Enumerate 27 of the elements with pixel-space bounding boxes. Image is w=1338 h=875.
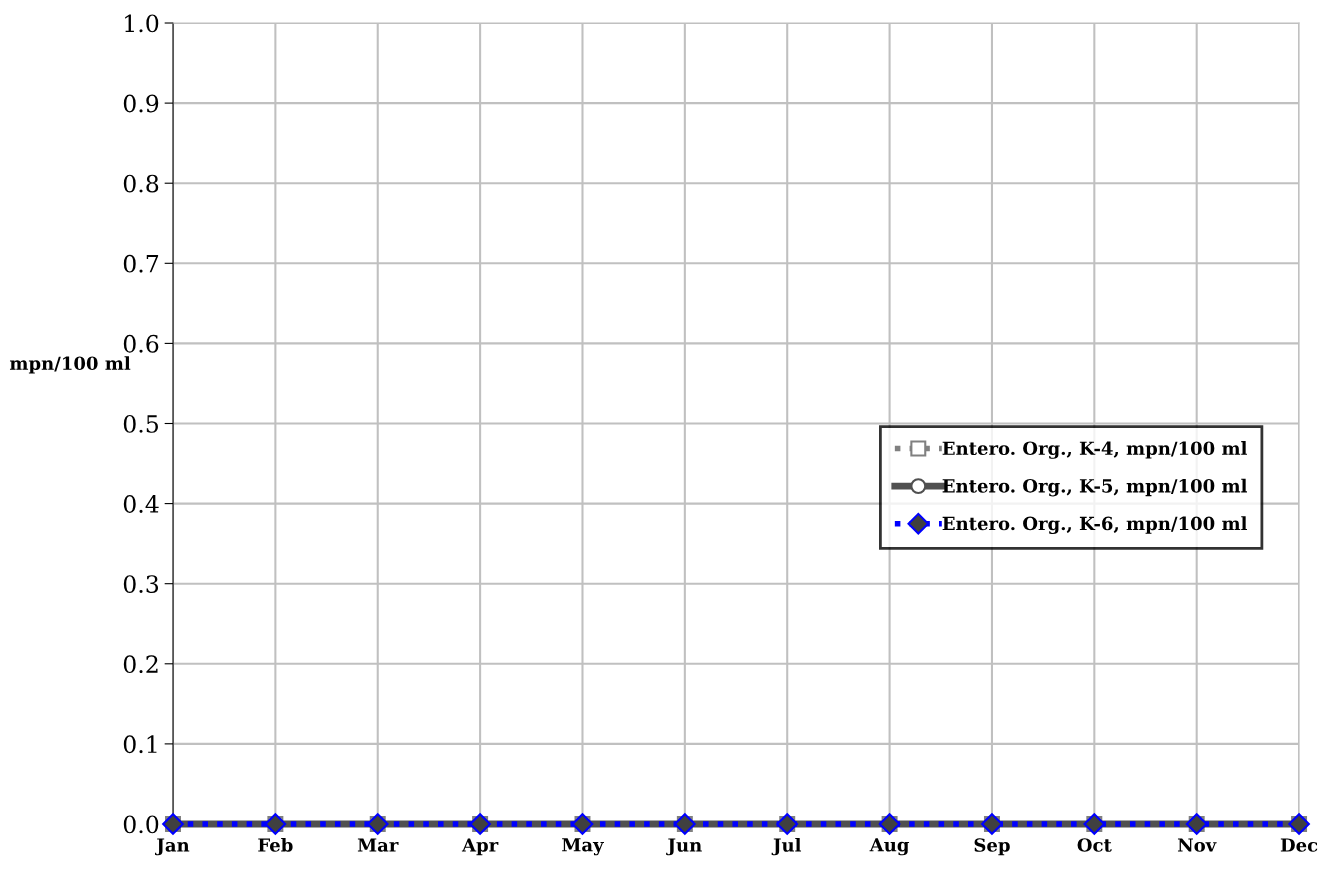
x-tick-label: Nov [1177,838,1217,852]
y-axis-title: mpn/100 ml [9,356,131,374]
y-tick-label: 0.3 [123,575,159,593]
y-tick-label: 0.5 [123,414,158,433]
x-tick-label: Feb [258,837,293,852]
y-tick-label: 1.0 [125,14,159,33]
legend-label: Entero. Org., K-4, mpn/100 ml [942,441,1247,459]
y-tick-label: 0.8 [123,174,159,193]
y-tick-label: 0.0 [123,815,159,834]
y-tick-label: 0.9 [123,94,159,113]
y-tick-label: 0.4 [123,495,159,513]
x-tick-label: Aug [869,838,910,856]
x-tick-label: Mar [357,838,399,852]
x-tick-label: Sep [974,838,1010,856]
x-tick-label: Jun [666,838,702,856]
x-tick-label: Apr [461,838,499,856]
y-tick-label: 0.1 [123,735,157,754]
y-tick-label: 0.2 [123,655,158,674]
x-tick-label: May [562,838,604,856]
x-tick-label: Jul [771,837,802,856]
x-tick-label: Oct [1077,838,1112,852]
legend-label: Entero. Org., K-6, mpn/100 ml [942,516,1247,535]
x-tick-label: Jan [155,838,190,856]
x-tick-label: Dec [1280,838,1318,852]
y-tick-label: 0.6 [123,334,159,353]
y-tick-label: 0.7 [123,254,159,273]
legend-label: Entero. Org., K-5, mpn/100 ml [942,478,1247,497]
